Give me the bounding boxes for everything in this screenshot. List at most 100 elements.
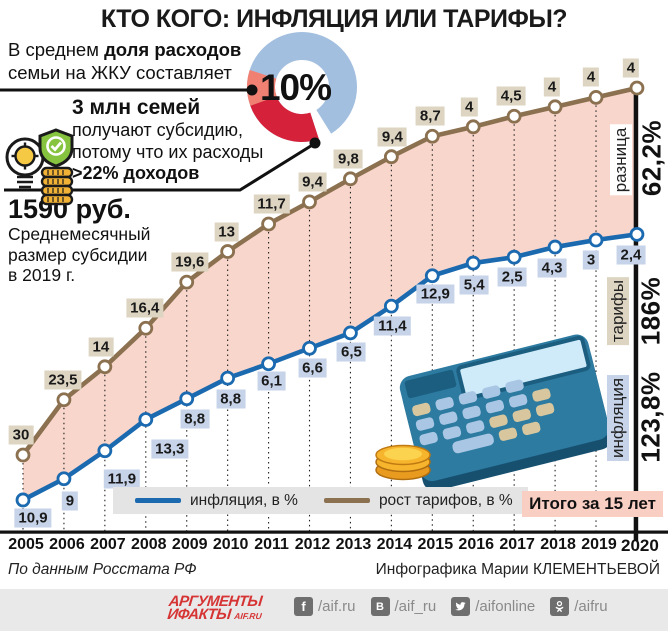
- tariff-point: [302, 194, 317, 210]
- year-label: 2017: [499, 536, 535, 553]
- odnoklassniki-icon: [550, 597, 570, 616]
- facebook-link[interactable]: f /aif.ru: [294, 597, 356, 616]
- social-links: f /aif.ru В /aif_ru /aifonline: [294, 597, 608, 616]
- x-axis: [0, 530, 668, 534]
- twitter-icon: [451, 597, 471, 616]
- facebook-handle: /aif.ru: [318, 598, 356, 615]
- inflation-value-label: 5,4: [459, 275, 489, 295]
- inflation-point: [97, 443, 113, 459]
- tariff-value-label: 4,5: [496, 86, 526, 106]
- tariff-value-label: 30: [8, 425, 34, 445]
- inflation-value-label: 3: [582, 250, 600, 270]
- tariff-point: [261, 216, 276, 232]
- inflation-value-label: 8,8: [216, 389, 246, 409]
- year-label: 2010: [212, 536, 249, 553]
- year-label: 2009: [171, 536, 208, 553]
- tariff-value-label: 8,7: [415, 106, 445, 126]
- facebook-icon: f: [294, 597, 313, 616]
- tariff-value-label: 23,5: [44, 370, 82, 390]
- year-label: 2006: [49, 536, 85, 553]
- tariff-value-label: 4: [582, 67, 600, 87]
- vk-link[interactable]: В /aif_ru: [370, 597, 437, 616]
- year-label: 2012: [294, 536, 331, 553]
- inflation-value-label: 6,5: [337, 342, 366, 362]
- legend-label-inflation: инфляция, в %: [190, 491, 298, 509]
- tariff-point: [465, 119, 481, 135]
- tariff-value-label: 13: [214, 222, 239, 242]
- chart-legend: инфляция, в % рост тарифов, в %: [113, 487, 528, 514]
- inflation-value-label: 4,3: [537, 258, 567, 278]
- tariff-point: [220, 244, 236, 259]
- tariff-value-label: 19,6: [171, 252, 209, 272]
- subsidy-title: 3 млн семей: [72, 96, 201, 119]
- inflation-value-label: 123,8%: [635, 371, 666, 463]
- inflation-value-label: 11,4: [374, 316, 411, 336]
- total-caption: Итого за 15 лет: [522, 491, 663, 517]
- intro-text: В среднем доля расходов семьи на ЖКУ сос…: [8, 38, 241, 84]
- inflation-point: [506, 249, 522, 265]
- subsidy-line1: получают субсидию,: [72, 120, 244, 140]
- page-title: КТО КОГО: ИНФЛЯЦИЯ ИЛИ ТАРИФЫ?: [100, 5, 568, 33]
- tariff-point: [179, 274, 195, 290]
- tariff-point: [138, 320, 154, 336]
- year-label: 2011: [254, 536, 289, 553]
- subsidy-amount-block: 1590 руб. Среднемесячный размер субсидии…: [8, 194, 150, 286]
- aif-logo-suffix: AIF.RU: [233, 611, 263, 621]
- odnoklassniki-link[interactable]: /aifru: [550, 597, 608, 616]
- coins-illustration: [375, 444, 431, 481]
- inflation-value-label: 12,9: [416, 284, 454, 304]
- tariff-point: [506, 108, 522, 124]
- year-label: 2013: [335, 536, 372, 553]
- tariff-point: [56, 392, 72, 408]
- shield-check-icon: [38, 128, 74, 168]
- tariff-value-label: 16,4: [126, 298, 164, 318]
- vk-icon: В: [370, 597, 390, 616]
- vk-handle: /aif_ru: [394, 598, 437, 615]
- inflation-point: [15, 492, 31, 508]
- tariff-point: [383, 149, 399, 165]
- inflation-point: [343, 325, 358, 341]
- credits-row: По данным Росстата РФ Инфографика Марии …: [0, 561, 668, 579]
- calculator-illustration: [399, 334, 612, 491]
- donut-value-label: 10%: [259, 67, 332, 108]
- year-label: 2005: [8, 536, 44, 553]
- twitter-handle: /aifonline: [475, 598, 536, 615]
- subsidy-desc3: в 2019 г.: [8, 265, 76, 285]
- diff-value-label: 62,2%: [636, 119, 667, 197]
- inflation-point: [383, 298, 399, 314]
- year-label: 2020: [621, 536, 659, 555]
- subsidy-text: 3 млн семей получают субсидию, потому чт…: [72, 96, 263, 185]
- tariff-point: [547, 99, 563, 115]
- tariff-point: [97, 359, 113, 375]
- legend-label-tariffs: рост тарифов, в %: [378, 491, 513, 509]
- year-label: 2019: [581, 536, 617, 553]
- tariff-value-label: 9,8: [334, 149, 363, 169]
- inflation-point: [261, 356, 276, 372]
- tariff-value-label: 186%: [635, 276, 666, 346]
- year-label: 2014: [376, 536, 413, 553]
- year-label: 2015: [417, 536, 454, 553]
- tariff-value-label: 4: [543, 77, 561, 97]
- tariff-line-swatch: [323, 498, 370, 503]
- footer-bar: АРГУМЕНТЫ ИФАКТЫ AIF.RU f /aif.ru В /aif…: [0, 589, 668, 631]
- tariff-value-label: 11,7: [253, 194, 290, 214]
- twitter-link[interactable]: /aifonline: [451, 597, 535, 616]
- tariff-point: [629, 80, 645, 96]
- year-label: 2007: [90, 536, 126, 553]
- subsidy-desc2: размер субсидии: [8, 244, 148, 265]
- inflation-point: [588, 232, 604, 248]
- tariff-point: [588, 90, 604, 105]
- author-credit: Инфографика Марии КЛЕМЕНТЬЕВОЙ: [375, 561, 660, 578]
- inflation-value-label: 13,3: [151, 439, 189, 459]
- year-label: 2018: [540, 536, 576, 553]
- tariff-point: [424, 128, 440, 144]
- legend-item-tariffs: рост тарифов, в %: [323, 491, 513, 510]
- inflation-value-label: 11,9: [103, 469, 141, 489]
- inflation-point: [138, 412, 154, 427]
- year-label: 2016: [458, 536, 495, 553]
- tariff-value-label: 4: [622, 58, 640, 78]
- inflation-point: [220, 370, 236, 386]
- intro-line1-bold: доля расходов: [104, 39, 242, 60]
- intro-line1-prefix: В среднем: [8, 39, 105, 60]
